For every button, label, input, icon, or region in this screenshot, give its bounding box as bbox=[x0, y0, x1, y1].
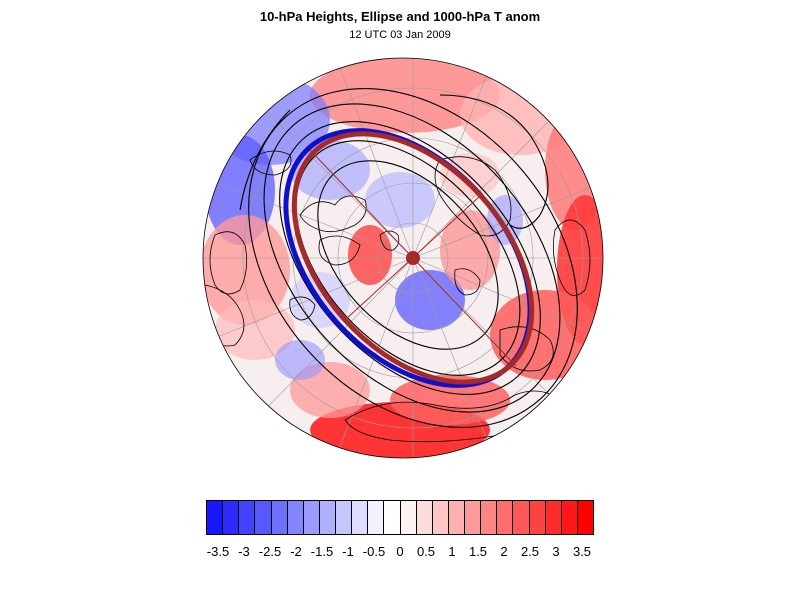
colorbar-cell bbox=[545, 501, 562, 534]
colorbar-cell bbox=[561, 501, 578, 534]
colorbar-cell bbox=[448, 501, 465, 534]
colorbar-cell bbox=[255, 501, 272, 534]
colorbar-tick-label: 3.5 bbox=[572, 544, 592, 559]
colorbar bbox=[206, 500, 594, 535]
colorbar-cell bbox=[529, 501, 546, 534]
vortex-centroid-marker bbox=[406, 251, 420, 265]
colorbar-tick-label: 3 bbox=[552, 544, 560, 559]
colorbar-tick-label: 0 bbox=[396, 544, 404, 559]
height-contours bbox=[239, 88, 578, 428]
colorbar-tick-label: -2.5 bbox=[258, 544, 282, 559]
ellipse-outline bbox=[291, 131, 535, 385]
colorbar-tick-label: -3 bbox=[238, 544, 250, 559]
colorbar-tick-label: 1.5 bbox=[468, 544, 488, 559]
colorbar-cell bbox=[513, 501, 530, 534]
colorbar-tick-label: 0.5 bbox=[416, 544, 436, 559]
colorbar-cell bbox=[416, 501, 433, 534]
vortex-ellipse bbox=[283, 128, 535, 388]
colorbar-cell bbox=[352, 501, 369, 534]
colorbar-cell bbox=[319, 501, 336, 534]
colorbar-cell bbox=[207, 501, 224, 534]
colorbar-tick-label: -1 bbox=[342, 544, 354, 559]
colorbar-tick-label: 2.5 bbox=[520, 544, 540, 559]
colorbar-cell bbox=[336, 501, 353, 534]
colorbar-cell bbox=[497, 501, 514, 534]
colorbar-cell bbox=[432, 501, 449, 534]
colorbar-cell bbox=[287, 501, 304, 534]
colorbar-tick-label: -1.5 bbox=[310, 544, 334, 559]
colorbar-tick-label: -3.5 bbox=[206, 544, 230, 559]
colorbar-tick-label: 2 bbox=[500, 544, 508, 559]
colorbar-tick-label: -0.5 bbox=[362, 544, 386, 559]
globe-outline bbox=[202, 57, 604, 459]
colorbar-cell bbox=[577, 501, 593, 534]
map-subtitle: 12 UTC 03 Jan 2009 bbox=[349, 29, 451, 41]
colorbar-cell bbox=[465, 501, 482, 534]
colorbar-cell bbox=[368, 501, 385, 534]
colorbar-tick-label: 1 bbox=[448, 544, 456, 559]
colorbar-cell bbox=[271, 501, 288, 534]
colorbar-cell bbox=[384, 501, 401, 534]
colorbar-cell bbox=[481, 501, 498, 534]
map-title: 10-hPa Heights, Ellipse and 1000-hPa T a… bbox=[259, 9, 541, 24]
colorbar-cell bbox=[400, 501, 417, 534]
colorbar-tick-labels: -3.5 -3 -2.5 -2 -1.5 -1 -0.5 0 0.5 1 1.5 2 2.5 3 3.5 bbox=[0, 544, 800, 560]
colorbar-tick-label: -2 bbox=[290, 544, 302, 559]
colorbar-cell bbox=[303, 501, 320, 534]
colorbar-cell bbox=[239, 501, 256, 534]
colorbar-cell bbox=[223, 501, 240, 534]
